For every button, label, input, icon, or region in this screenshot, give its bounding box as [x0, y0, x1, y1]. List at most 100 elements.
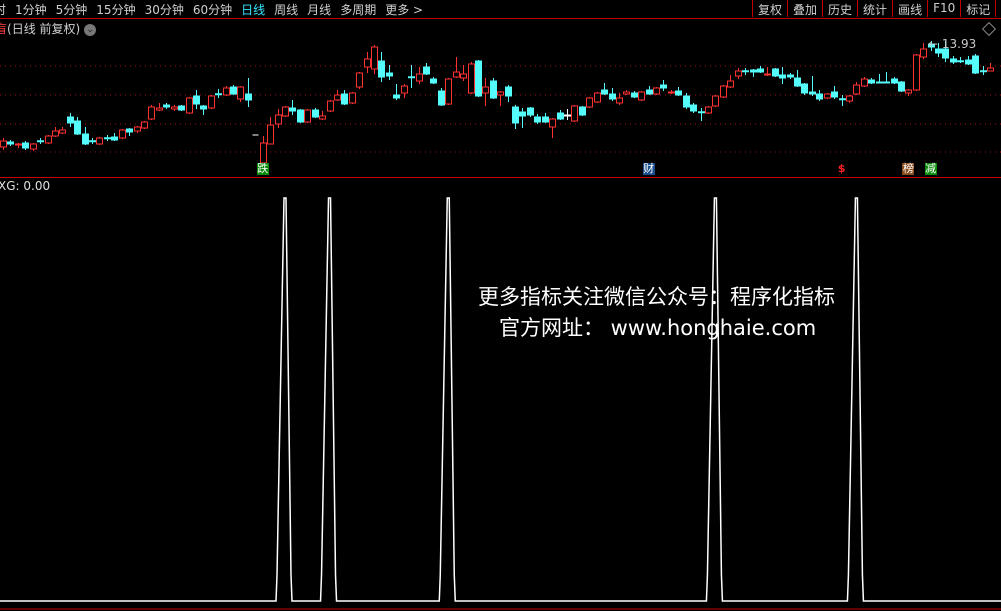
candle[interactable] [37, 138, 44, 144]
candle[interactable] [408, 65, 415, 88]
candle[interactable] [846, 95, 853, 103]
candle[interactable] [89, 138, 96, 144]
candle[interactable] [111, 133, 118, 141]
candle[interactable] [913, 54, 920, 91]
candle[interactable] [675, 87, 682, 96]
candle[interactable] [616, 93, 623, 105]
candle[interactable] [831, 86, 838, 99]
candle[interactable] [861, 77, 868, 87]
candle[interactable] [735, 68, 742, 79]
candle[interactable] [163, 103, 170, 109]
candle[interactable] [245, 78, 252, 107]
tab-period-3[interactable]: 30分钟 [144, 3, 184, 17]
candle[interactable] [22, 141, 29, 150]
candle[interactable] [289, 100, 296, 115]
toolbar-button-5[interactable]: F10 [927, 0, 960, 17]
candle[interactable] [957, 57, 964, 63]
candle[interactable] [475, 60, 482, 97]
candle[interactable] [141, 121, 148, 129]
candle[interactable] [824, 93, 831, 99]
toolbar-button-0[interactable]: 复权 [752, 0, 787, 17]
tab-period-8[interactable]: 多周期 [340, 3, 377, 17]
candle[interactable] [297, 109, 304, 123]
candle[interactable] [727, 75, 734, 88]
candle[interactable] [549, 118, 556, 138]
candle[interactable] [660, 80, 667, 91]
candle[interactable] [468, 62, 475, 94]
candle[interactable] [386, 65, 393, 80]
candle[interactable] [453, 57, 460, 78]
candle[interactable] [898, 81, 905, 92]
candle[interactable] [96, 137, 103, 145]
candle[interactable] [928, 41, 935, 51]
candle[interactable] [482, 78, 489, 106]
tab-period-9[interactable]: 更多 > [385, 3, 424, 17]
toolbar-button-3[interactable]: 统计 [857, 0, 892, 17]
candle[interactable] [148, 105, 155, 120]
candle[interactable] [772, 68, 779, 77]
candle[interactable] [134, 126, 141, 133]
tab-period-2[interactable]: 15分钟 [96, 3, 136, 17]
candle[interactable] [757, 66, 764, 73]
candle[interactable] [876, 74, 883, 84]
candle[interactable] [742, 68, 749, 75]
candle[interactable] [193, 90, 200, 109]
candle[interactable] [237, 86, 244, 102]
candle[interactable] [601, 83, 608, 95]
candle[interactable] [200, 105, 207, 115]
candle[interactable] [104, 135, 111, 141]
candle[interactable] [171, 105, 178, 111]
chevron-down-circle-icon[interactable]: ⌄ [84, 23, 97, 36]
candle[interactable] [15, 143, 22, 148]
candle[interactable] [0, 138, 7, 150]
candle[interactable] [208, 95, 215, 109]
candle[interactable] [401, 84, 408, 98]
tab-timeshare[interactable]: 时 [0, 3, 7, 17]
candle[interactable] [304, 109, 311, 123]
candle[interactable] [275, 109, 282, 128]
candle[interactable] [312, 108, 319, 118]
candle[interactable] [341, 90, 348, 105]
candle[interactable] [787, 73, 794, 79]
candle[interactable] [416, 67, 423, 84]
candle[interactable] [223, 86, 230, 96]
candle[interactable] [816, 90, 823, 101]
candle[interactable] [52, 127, 59, 137]
candle[interactable] [82, 127, 89, 145]
toolbar-button-6[interactable]: 标记 [960, 0, 995, 17]
toolbar-button-1[interactable]: 叠加 [787, 0, 822, 17]
candle[interactable] [230, 85, 237, 95]
candle[interactable] [764, 67, 771, 76]
candle[interactable] [74, 117, 81, 135]
event-marker-0[interactable]: 跌 [256, 162, 269, 175]
candle[interactable] [445, 78, 452, 105]
candle[interactable] [594, 92, 601, 103]
candle[interactable] [750, 69, 757, 77]
candle[interactable] [156, 103, 163, 111]
candle[interactable] [260, 136, 267, 164]
candle[interactable] [186, 97, 193, 114]
candle[interactable] [980, 66, 987, 75]
toolbar-button-2[interactable]: 历史 [822, 0, 857, 17]
candle[interactable] [631, 91, 638, 98]
candle[interactable] [698, 108, 705, 121]
toolbar-button-7[interactable]: · [995, 0, 1001, 17]
candle[interactable] [119, 129, 126, 139]
candle[interactable] [67, 113, 74, 127]
candle[interactable] [490, 78, 497, 99]
tab-period-0[interactable]: 1分钟 [15, 3, 47, 17]
candle[interactable] [571, 105, 578, 122]
candle[interactable] [349, 92, 356, 104]
candle[interactable] [334, 90, 341, 101]
candle[interactable] [920, 43, 927, 59]
candle[interactable] [972, 54, 979, 74]
candle[interactable] [534, 114, 541, 124]
candle[interactable] [668, 90, 675, 94]
candle[interactable] [579, 106, 586, 116]
candle[interactable] [690, 103, 697, 113]
candle[interactable] [586, 97, 593, 108]
tab-period-5[interactable]: 日线 [241, 3, 266, 17]
tab-period-1[interactable]: 5分钟 [55, 3, 88, 17]
event-marker-4[interactable]: 减 [924, 162, 937, 175]
candle[interactable] [460, 65, 467, 81]
